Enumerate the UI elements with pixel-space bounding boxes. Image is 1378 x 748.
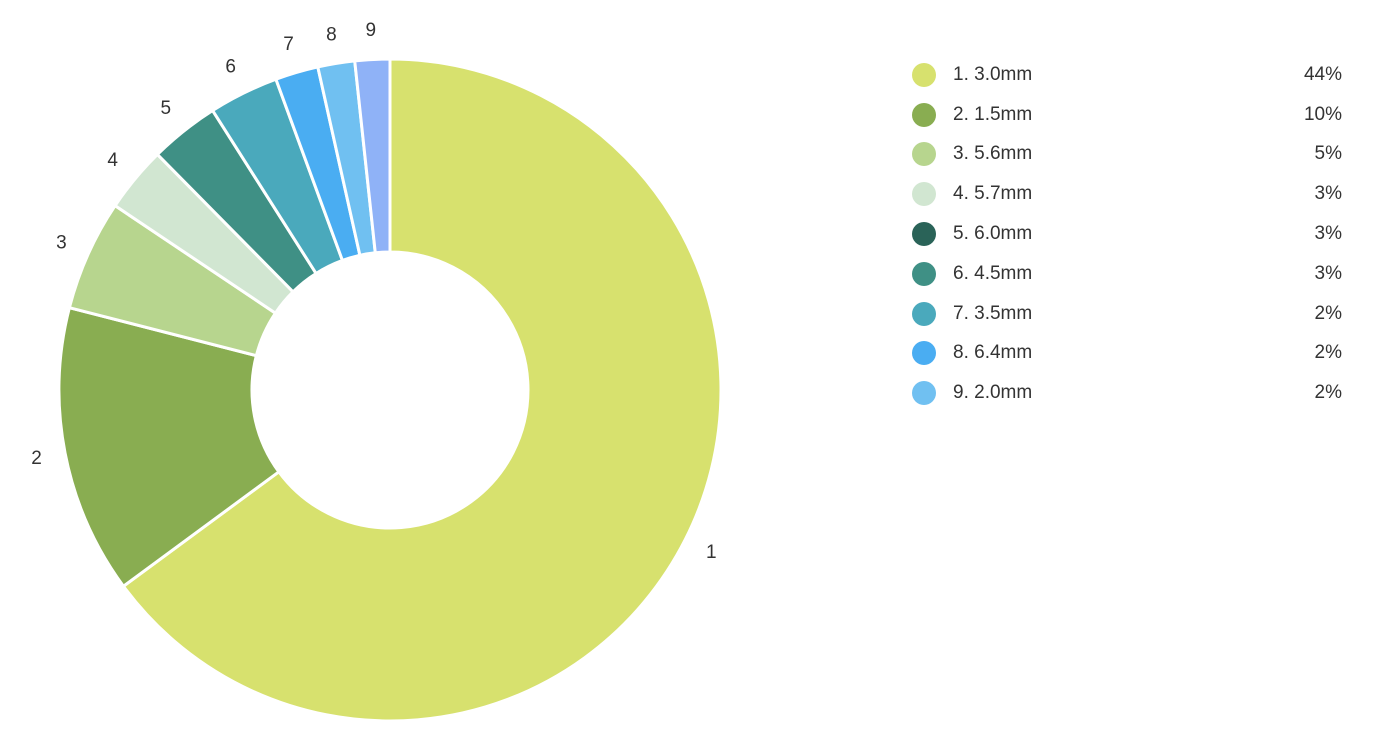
legend-item[interactable]: 4. 5.7mm 3%: [912, 174, 1342, 214]
legend-label: 7. 3.5mm: [953, 302, 1033, 324]
legend-item[interactable]: 1. 3.0mm 44%: [912, 55, 1342, 95]
legend-item[interactable]: 7. 3.5mm 2%: [912, 294, 1342, 334]
legend-percent: 10%: [1303, 103, 1342, 125]
legend-percent: 3%: [1314, 223, 1342, 245]
legend-item[interactable]: 6. 4.5mm 3%: [912, 254, 1342, 294]
slice-2[interactable]: [57, 306, 281, 588]
slice-label-3: 3: [56, 232, 67, 253]
legend-swatch: [912, 102, 936, 127]
legend-item[interactable]: 5. 6.0mm 3%: [912, 214, 1342, 254]
legend-label: 1. 3.0mm: [953, 63, 1033, 85]
legend-label: 6. 4.5mm: [953, 262, 1033, 284]
legend-swatch: [912, 182, 936, 207]
legend-swatch: [912, 341, 936, 366]
slice-9[interactable]: [353, 57, 392, 255]
legend-swatch: [912, 62, 936, 87]
donut-slices: [57, 57, 723, 723]
legend-percent: 2%: [1314, 382, 1342, 404]
legend-label: 9. 2.0mm: [953, 382, 1033, 404]
legend-swatch: [912, 301, 936, 326]
legend-swatch: [912, 261, 936, 286]
slice-label-9: 9: [365, 20, 376, 41]
legend-swatch: [912, 142, 936, 167]
legend-percent: 2%: [1314, 302, 1342, 324]
legend-item[interactable]: 2. 1.5mm 10%: [912, 95, 1342, 135]
legend-percent: 3%: [1314, 262, 1342, 284]
legend-label: 3. 5.6mm: [953, 143, 1033, 165]
legend-item[interactable]: 3. 5.6mm 5%: [912, 135, 1342, 175]
legend-label: 8. 6.4mm: [953, 342, 1033, 364]
legend-item[interactable]: 8. 6.4mm 2%: [912, 334, 1342, 374]
legend-item[interactable]: 9. 2.0mm 2%: [912, 373, 1342, 413]
slice-label-8: 8: [326, 24, 337, 45]
slice-label-7: 7: [283, 34, 294, 55]
slice-label-4: 4: [107, 150, 118, 171]
legend-percent: 3%: [1314, 183, 1342, 205]
legend-swatch: [912, 381, 936, 406]
legend-percent: 44%: [1303, 63, 1342, 85]
legend: 1. 3.0mm 44% 2. 1.5mm 10% 3. 5.6mm 5% 4. 5.7mm…: [912, 55, 1342, 413]
legend-percent: 2%: [1314, 342, 1342, 364]
slice-label-2: 2: [31, 448, 42, 469]
legend-label: 5. 6.0mm: [953, 223, 1033, 245]
legend-label: 2. 1.5mm: [953, 103, 1033, 125]
slice-label-5: 5: [161, 98, 172, 119]
slice-label-6: 6: [225, 57, 236, 78]
slice-label-1: 1: [706, 542, 717, 563]
slice-1[interactable]: [121, 57, 723, 723]
slice-labels: 1 2 3 4 5 6 7 8 9: [31, 20, 716, 563]
legend-label: 4. 5.7mm: [953, 183, 1033, 205]
legend-swatch: [912, 222, 936, 247]
legend-percent: 5%: [1314, 143, 1342, 165]
